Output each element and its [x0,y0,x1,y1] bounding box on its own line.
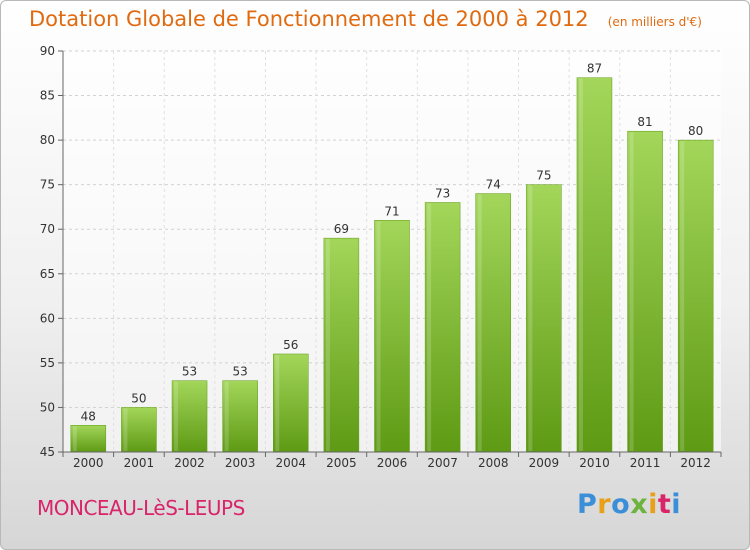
location-name: MONCEAU-LèS-LEUPS [37,496,245,520]
y-tick-label: 80 [40,133,55,147]
bar-value-label: 53 [182,365,197,379]
y-tick-label: 65 [40,267,55,281]
y-tick-label: 75 [40,178,55,192]
x-tick-label: 2009 [529,456,560,470]
x-tick-label: 2007 [427,456,458,470]
bar [374,220,410,453]
bar [627,130,663,453]
bar-highlight [275,354,280,451]
bar-highlight [224,381,229,451]
x-tick-label: 2005 [326,456,357,470]
chart-subtitle: (en milliers d'€) [607,15,702,29]
bar [171,380,208,453]
bar-highlight [174,381,179,451]
y-tick-label: 50 [40,400,55,414]
bar-highlight [680,141,685,451]
bar [70,425,107,453]
brand-letter: t [657,489,672,520]
bar-value-label: 87 [587,62,602,76]
bar-highlight [123,408,128,451]
bar [273,353,309,453]
bar-highlight [578,78,583,451]
y-tick-label: 55 [40,356,55,370]
brand-letter: o [611,489,631,520]
bar [121,407,157,453]
bar [222,380,258,453]
bar-highlight [325,239,330,451]
bar-highlight [477,194,482,452]
bar-value-label: 73 [435,186,450,200]
bar-highlight [427,203,432,451]
bar-value-label: 71 [384,204,399,218]
bar [677,139,714,453]
x-tick-label: 2008 [478,456,509,470]
y-tick-label: 85 [40,89,55,103]
bar-value-label: 56 [283,338,298,352]
y-tick-label: 60 [40,311,55,325]
brand-letter: i [648,489,658,520]
x-tick-label: 2012 [680,456,711,470]
x-tick-label: 2000 [73,456,104,470]
x-tick-label: 2003 [225,456,256,470]
bar-value-label: 69 [334,222,349,236]
x-tick-label: 2004 [275,456,306,470]
bar [323,237,360,453]
x-tick-label: 2001 [124,456,155,470]
bar-value-label: 53 [233,365,248,379]
bar-layer [70,77,714,453]
x-tick-label: 2011 [630,456,661,470]
brand-letter: i [671,489,682,520]
bar-value-label: 74 [486,178,501,192]
bar-value-label: 80 [688,124,703,138]
brand-logo: Proxiti [577,489,681,520]
bar [526,184,562,453]
x-tick-label: 2006 [377,456,408,470]
bar [424,202,461,453]
bar-value-label: 75 [536,169,551,183]
y-tick-label: 90 [40,44,55,58]
chart-title: Dotation Globale de Fonctionnement de 20… [29,7,589,31]
bar [576,77,613,453]
bar-value-label: 48 [81,409,96,423]
bar-highlight [528,185,533,451]
bar-highlight [376,221,381,451]
bar-value-label: 50 [131,391,146,405]
axis-layer: 45 50 55 60 65 70 75 80 85 90 48 2000 50 2001 53 2002 53… [40,44,722,470]
brand-letter: r [597,489,612,520]
brand-letter: P [577,489,598,520]
brand-letter: x [630,489,649,520]
x-tick-label: 2010 [579,456,610,470]
bar-value-label: 81 [637,115,652,129]
x-tick-label: 2002 [174,456,205,470]
y-tick-label: 45 [40,445,55,459]
bar-highlight [629,132,634,451]
title-row: Dotation Globale de Fonctionnement de 20… [29,7,702,31]
y-tick-label: 70 [40,222,55,236]
bar [475,193,511,453]
bar-highlight [72,426,77,451]
